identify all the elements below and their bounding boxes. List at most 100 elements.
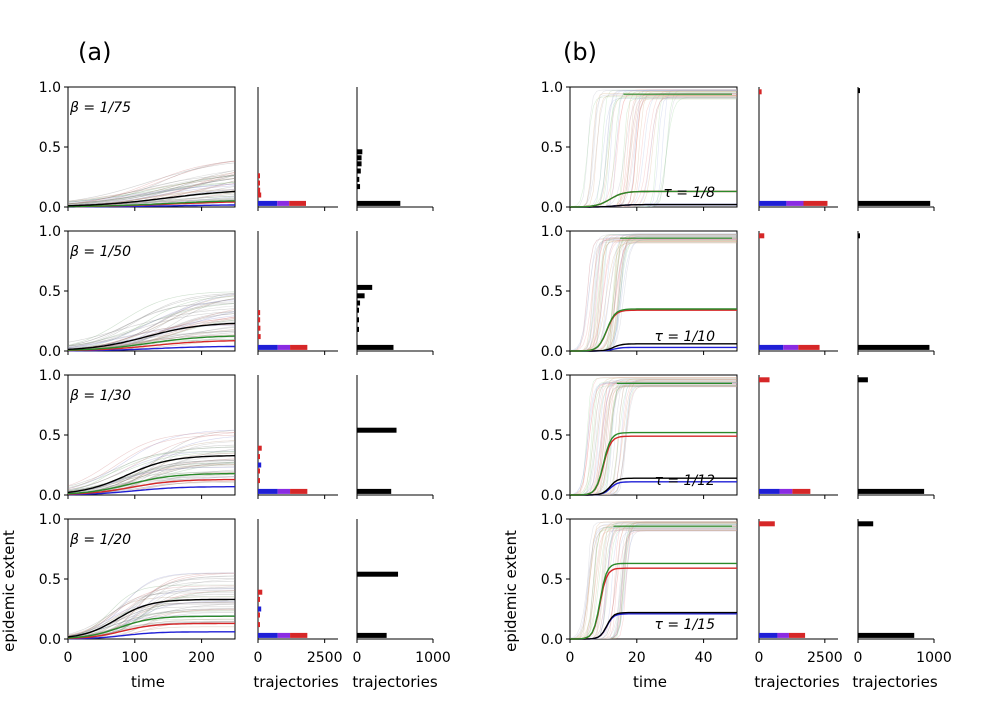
y-tick-label: 0.5: [39, 428, 61, 444]
background-trajectory: [68, 603, 235, 636]
hist-black-bar: [357, 293, 365, 299]
hist-black: [356, 375, 434, 499]
background-trajectory: [570, 234, 737, 351]
hist-black-bar: [357, 168, 361, 174]
background-trajectory: [68, 460, 235, 492]
background-trajectory: [570, 527, 737, 639]
background-trajectory: [68, 596, 235, 637]
background-trajectory: [68, 174, 235, 206]
background-trajectory: [68, 590, 235, 635]
background-trajectory: [68, 429, 235, 490]
series-line-black: [570, 343, 737, 352]
background-trajectory: [570, 378, 737, 495]
background-trajectory: [570, 379, 737, 495]
hist-color-bar-red: [798, 344, 820, 350]
hist-color-bar-blue: [759, 200, 787, 206]
series-line-blue: [68, 345, 235, 352]
background-trajectory: [570, 242, 737, 351]
hist-color-x-tick-label: 0: [755, 650, 764, 666]
background-trajectory: [570, 528, 737, 639]
x-tick-label: 100: [121, 650, 148, 666]
hist-color-bar-red: [290, 632, 308, 638]
background-trajectory: [570, 522, 737, 639]
hist-black-x-tick-label: 1000: [916, 650, 952, 666]
background-trajectory: [68, 331, 235, 349]
background-trajectory: [570, 95, 737, 207]
hist-black-bar: [357, 200, 401, 206]
annotation-label: τ = 1/10: [655, 329, 716, 345]
row-b-2: τ = 1/10 0.0 0.5 1.0: [541, 224, 935, 360]
hist-color-bar-red: [258, 468, 260, 474]
hist-color-bar-red: [788, 632, 806, 638]
row-a-2: β = 1/50 0.0 0.5 1.0: [39, 224, 434, 360]
background-trajectory: [570, 384, 737, 495]
hist-color-bar-red: [258, 310, 261, 316]
y-tick-label: 1.0: [541, 512, 563, 528]
background-trajectory: [570, 233, 737, 351]
hist-color: [758, 375, 838, 499]
series-line-blue: [68, 486, 235, 496]
background-trajectory: [570, 522, 737, 639]
hist-color-bar-purple: [277, 632, 291, 638]
background-trajectory: [570, 522, 737, 639]
panel-a-ylabel: epidemic extent: [0, 530, 18, 652]
background-trajectory: [570, 377, 737, 495]
hist-black-x-tick-label: 1000: [415, 650, 451, 666]
hist-black-bar: [357, 632, 387, 638]
background-trajectory: [68, 294, 235, 346]
panel-b-xlabel: time: [633, 673, 667, 691]
background-trajectory: [570, 523, 737, 639]
series-line-green: [570, 431, 737, 496]
background-trajectory: [570, 235, 737, 351]
trajectory-bundle: [68, 160, 235, 207]
background-trajectory: [570, 386, 737, 495]
panel-b-ylabel: epidemic extent: [502, 530, 520, 652]
y-tick-label: 1.0: [541, 224, 563, 240]
background-trajectory: [570, 522, 737, 639]
x-tick-label: 40: [695, 650, 713, 666]
series-line-green: [569, 190, 737, 208]
series-line-red: [67, 478, 235, 495]
background-trajectory: [68, 172, 235, 205]
background-trajectory: [570, 529, 737, 639]
background-trajectory: [570, 522, 737, 639]
background-trajectory: [570, 89, 737, 207]
background-trajectory: [570, 239, 737, 351]
background-trajectory: [570, 92, 737, 207]
background-trajectory: [570, 238, 737, 351]
background-trajectory: [570, 98, 737, 207]
background-trajectory: [570, 524, 737, 639]
panel-a-hist-color-xlabel: trajectories: [253, 673, 339, 691]
hist-color-bar-red: [258, 596, 260, 602]
background-trajectory: [68, 572, 235, 637]
series-line-black: [67, 190, 236, 207]
annotation-label: τ = 1/8: [663, 185, 715, 201]
hist-color-bar-red: [258, 445, 262, 451]
background-trajectory: [570, 524, 737, 639]
hist-color-bar-blue: [258, 462, 262, 468]
background-trajectory: [68, 175, 235, 206]
hist-black-bar: [858, 88, 860, 94]
hist-color-bar-red: [258, 334, 261, 340]
hist-color: [257, 375, 338, 499]
background-trajectory: [570, 379, 737, 495]
background-trajectory: [68, 308, 235, 343]
hist-color-bar-blue: [258, 632, 278, 638]
background-trajectory: [570, 381, 737, 495]
y-tick-label: 0.5: [541, 140, 563, 156]
hist-black-bar: [858, 488, 925, 494]
hist-color-bar-red: [258, 187, 261, 193]
hist-color-bar-red: [258, 180, 260, 186]
y-tick-label: 1.0: [39, 224, 61, 240]
background-trajectory: [68, 160, 235, 206]
hist-color-bar-red: [290, 488, 308, 494]
hist-color-bar-blue: [759, 632, 778, 638]
background-trajectory: [68, 291, 235, 346]
background-trajectory: [570, 89, 737, 207]
background-trajectory: [570, 521, 737, 639]
background-trajectory: [68, 178, 235, 205]
series-line-green: [67, 615, 235, 639]
background-trajectory: [68, 170, 235, 203]
hist-black-bar: [357, 284, 373, 290]
hist-color-bar-red: [792, 488, 811, 494]
